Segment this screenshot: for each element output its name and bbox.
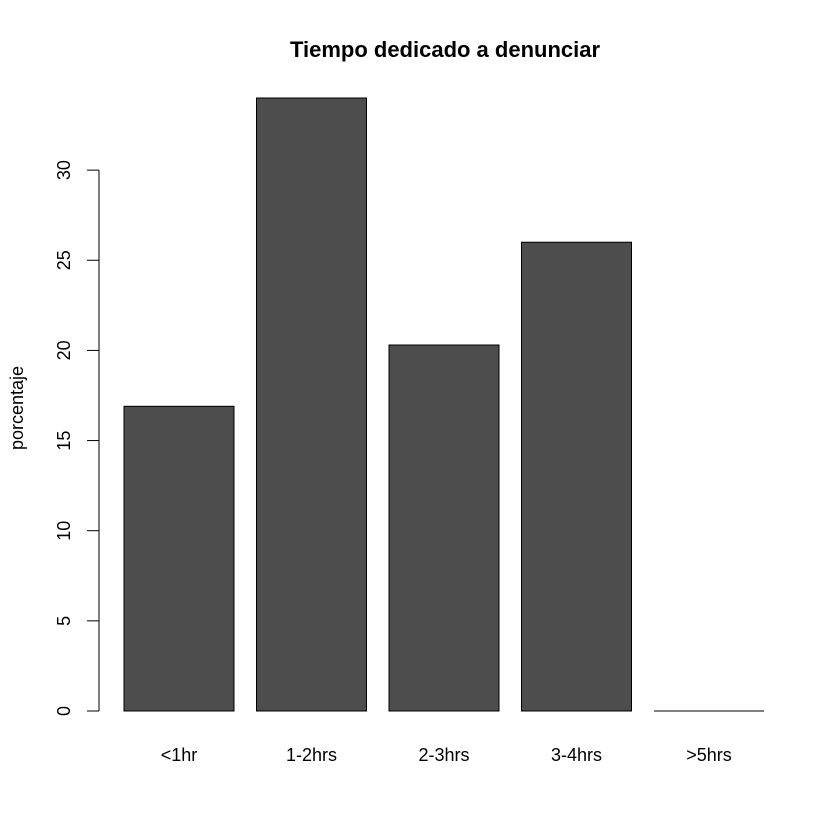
x-tick-label: 3-4hrs bbox=[551, 745, 602, 765]
y-tick-label: 15 bbox=[54, 431, 74, 451]
y-tick-label: 0 bbox=[54, 706, 74, 716]
y-axis: 0 5 10 15 20 25 30 bbox=[54, 160, 100, 716]
x-tick-label: >5hrs bbox=[686, 745, 732, 765]
bar bbox=[123, 405, 235, 712]
x-axis-labels: <1hr 1-2hrs 2-3hrs 3-4hrs >5hrs bbox=[161, 745, 732, 765]
y-tick-label: 5 bbox=[54, 616, 74, 626]
bar bbox=[388, 344, 500, 712]
y-tick-label: 30 bbox=[54, 160, 74, 180]
x-tick-label: 1-2hrs bbox=[286, 745, 337, 765]
y-tick-label: 10 bbox=[54, 521, 74, 541]
bar bbox=[256, 97, 367, 712]
x-tick-label: <1hr bbox=[161, 745, 198, 765]
x-tick-label: 2-3hrs bbox=[418, 745, 469, 765]
chart-title: Tiempo dedicado a denunciar bbox=[290, 37, 601, 62]
bars-group bbox=[123, 97, 764, 712]
bar bbox=[521, 241, 632, 712]
y-axis-label: porcentaje bbox=[7, 366, 27, 450]
y-tick-label: 25 bbox=[54, 250, 74, 270]
y-tick-label: 20 bbox=[54, 340, 74, 360]
